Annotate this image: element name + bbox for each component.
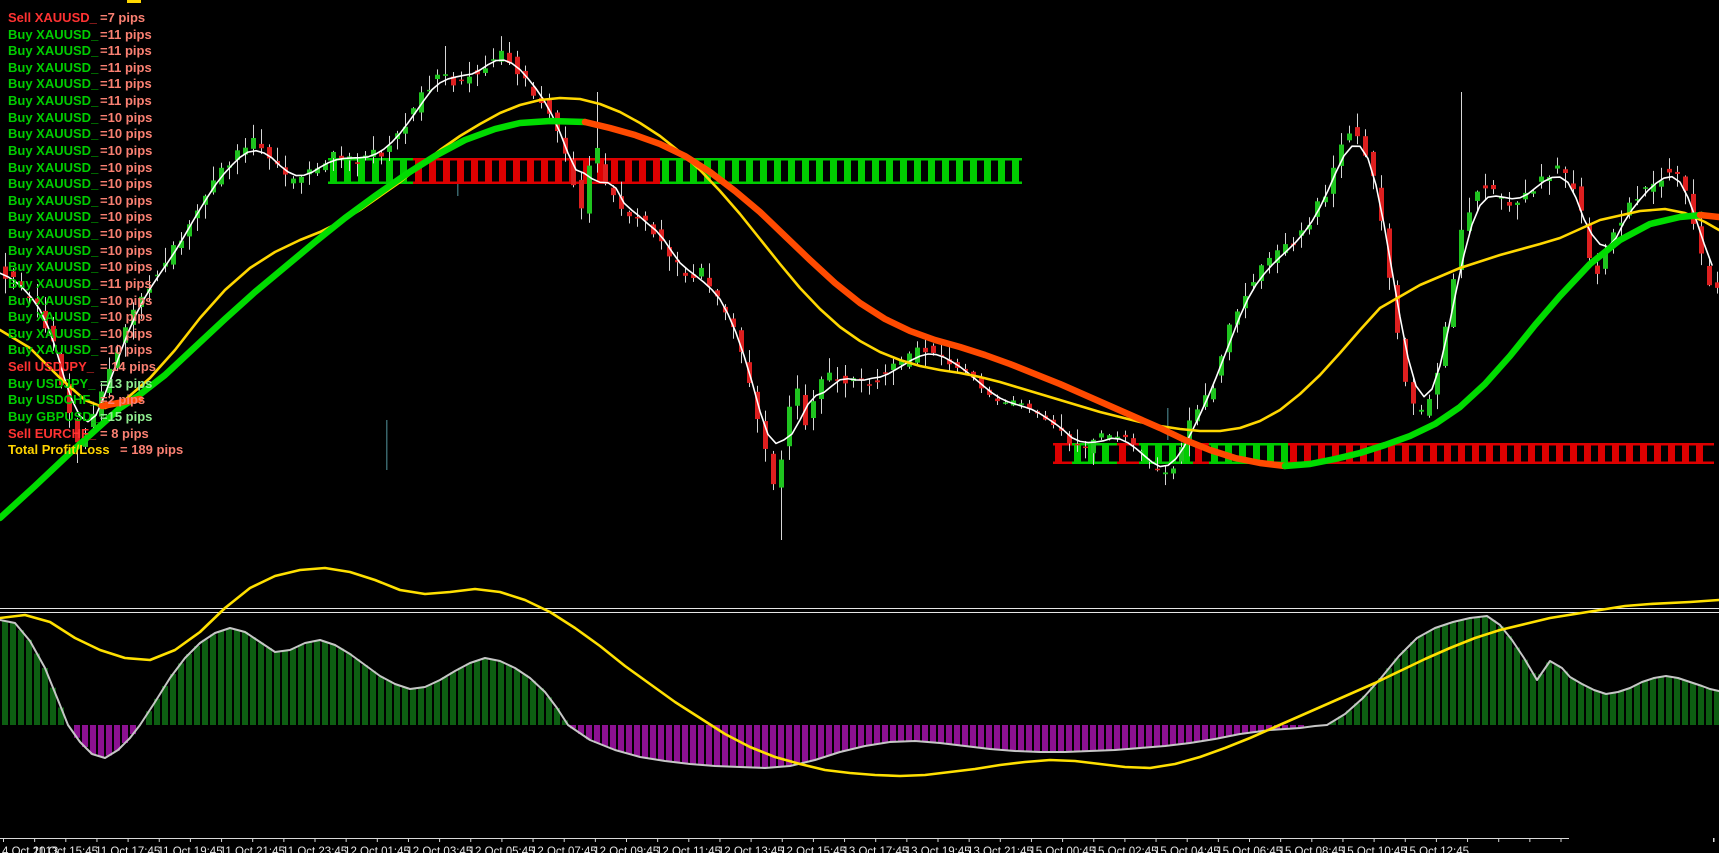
- signal-bands-layer: [328, 158, 1714, 464]
- time-axis-label: 12 Oct 11:45: [656, 846, 721, 853]
- time-axis-label: 13 Oct 19:45: [905, 846, 971, 853]
- time-axis-label: 12 Oct 09:45: [593, 846, 659, 853]
- time-axis-label: 11 Oct 23:45: [282, 846, 347, 853]
- time-axis-label: 12 Oct 15:45: [780, 846, 846, 853]
- panel-separator[interactable]: [0, 608, 1719, 613]
- oscillator-signal-layer: [0, 566, 1719, 778]
- time-axis-label: 15 Oct 00:45: [1029, 846, 1095, 853]
- trend-ma-down-segment: [1696, 211, 1719, 221]
- time-axis-label: 12 Oct 07:45: [531, 846, 597, 853]
- yellow-tick: [127, 0, 141, 3]
- histogram-envelope-line: [0, 615, 1719, 769]
- time-axis-label: 15 Oct 12:45: [1403, 846, 1469, 853]
- upper-signal-band: [328, 158, 1022, 184]
- time-axis-label: 12 Oct 05:45: [469, 846, 535, 853]
- yellow-ma-layer: [0, 96, 1719, 433]
- time-axis-label: 13 Oct 17:45: [842, 846, 908, 853]
- time-axis-label: 12 Oct 03:45: [406, 846, 472, 853]
- time-axis-label: 12 Oct 01:45: [344, 846, 410, 853]
- time-axis-label: 11 Oct 19:45: [158, 846, 223, 853]
- white-ma-layer: [0, 59, 1713, 468]
- trend-ma-down-segment: [581, 118, 1289, 470]
- time-axis-label: 4 Oct 2013: [2, 846, 58, 853]
- oscillator-histogram-layer: [0, 615, 1719, 769]
- time-axis-label: 11 Oct 21:45: [220, 846, 285, 853]
- time-axis-label: 15 Oct 02:45: [1092, 846, 1158, 853]
- trend-ma-up-segment: [1281, 211, 1706, 470]
- time-axis-label: 15 Oct 08:45: [1279, 846, 1345, 853]
- trend-ma-up-segment: [0, 117, 589, 522]
- time-axis-label: 12 Oct 13:45: [718, 846, 784, 853]
- time-axis-label: 15 Oct 10:45: [1341, 846, 1407, 853]
- time-axis-label: 11 Oct 15:45: [33, 846, 98, 853]
- trend-ma-down-segment: [98, 395, 144, 410]
- time-axis-label: 11 Oct 17:45: [95, 846, 160, 853]
- oscillator-yellow-line: [0, 566, 1719, 778]
- white-moving-average: [0, 59, 1713, 468]
- time-axis-label: 13 Oct 21:45: [967, 846, 1033, 853]
- trend-ma-layer: [0, 117, 1719, 522]
- yellow-moving-average: [0, 96, 1719, 433]
- time-axis-label: 15 Oct 06:45: [1216, 846, 1282, 853]
- time-axis-label: 15 Oct 04:45: [1154, 846, 1220, 853]
